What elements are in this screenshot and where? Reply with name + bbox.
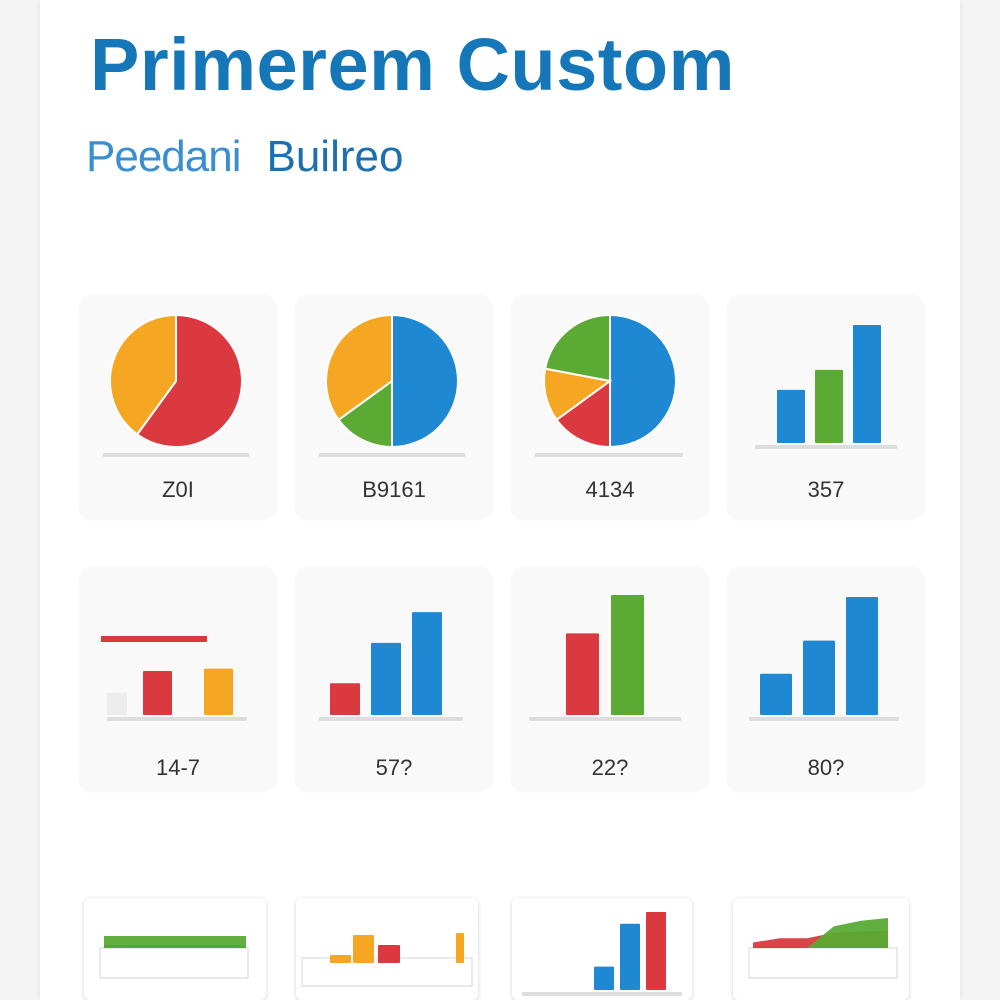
chart-tile-r2c3[interactable]: 22? [511,567,709,792]
bar-shadow [107,693,127,715]
tile-value-label: 14-7 [155,755,201,780]
area-series-1 [753,918,888,948]
tile-value-label: 4134 [585,477,635,502]
tile-value-label: 357 [807,477,845,502]
bar-0 [777,389,805,443]
bar-chart [319,612,463,721]
bar-1 [353,935,374,963]
bar-2 [846,597,878,715]
chart-baseline [319,717,463,721]
page-title: Primerem Custom [90,23,735,106]
bar-0 [330,683,360,715]
pie-slice-3 [543,313,611,383]
chart-tile-r1c2[interactable]: B9161 [295,295,493,520]
chart-baseline [529,717,681,721]
tile-value-label: Z0I [162,477,194,502]
bar-0 [566,633,599,715]
bar-5 [456,933,464,963]
pie-chart [535,313,683,457]
chart-tile-r1c4[interactable]: 357 [727,295,925,520]
pie-slice-2 [325,313,393,422]
bar-1 [611,595,644,715]
subtitle-part-b: Builreo [266,132,404,181]
mini-chart-card-r3c2[interactable] [296,898,478,1000]
area-series-1 [104,936,246,948]
bar-2 [412,612,442,715]
chart-baseline [522,992,682,996]
bar-chart [101,636,247,721]
pie-slice-0 [135,313,243,448]
bar-0 [760,673,792,715]
bar-1 [803,640,835,715]
bar-chart [529,595,681,721]
chart-baseline [319,453,465,457]
bar-2 [378,945,400,963]
page-subtitle: Peedani Builreo [86,132,403,182]
bar-0 [143,671,172,715]
pie-slice-1 [555,379,611,449]
pie-chart [319,313,465,457]
bar-1 [204,668,233,715]
area-chart [99,936,249,979]
chart-tile-r1c3[interactable]: 4134 [511,295,709,520]
bar-chart [301,933,473,987]
bar-0 [594,966,614,990]
area-chart [748,918,898,979]
bar-chart [749,597,899,721]
reference-line [101,636,207,642]
bar-chart [522,912,682,996]
pie-slice-0 [391,313,459,449]
pie-slice-1 [337,379,393,449]
chart-baseline [107,717,247,721]
bar-1 [620,923,640,990]
mini-chart-card-r3c3[interactable] [512,898,692,1000]
chart-tile-r2c2[interactable]: 57? [295,567,493,792]
chart-baseline [535,453,683,457]
mini-frame [99,947,249,979]
mini-frame [748,947,898,979]
tile-value-label: 22? [591,755,629,780]
bar-1 [371,642,401,715]
chart-baseline [749,717,899,721]
pie-slice-0 [609,313,677,449]
mini-chart-card-r3c4[interactable] [733,898,909,1000]
bar-2 [853,325,881,443]
mini-chart-card-r3c1[interactable] [84,898,266,1000]
chart-tile-r2c4[interactable]: 80? [727,567,925,792]
chart-baseline [103,453,249,457]
subtitle-part-a: Peedani [86,132,241,181]
bar-2 [646,912,666,990]
bar-chart [755,325,897,449]
chart-baseline [755,445,897,449]
pie-slice-1 [109,313,177,436]
tile-value-label: B9161 [362,477,426,502]
chart-tile-r2c1[interactable]: 14-7 [79,567,277,792]
pie-chart [103,313,249,457]
tile-value-label: 57? [375,755,413,780]
tile-value-label: 80? [807,755,845,780]
bar-0 [330,955,351,963]
chart-tile-r1c1[interactable]: Z0I [79,295,277,520]
bar-1 [815,369,843,443]
